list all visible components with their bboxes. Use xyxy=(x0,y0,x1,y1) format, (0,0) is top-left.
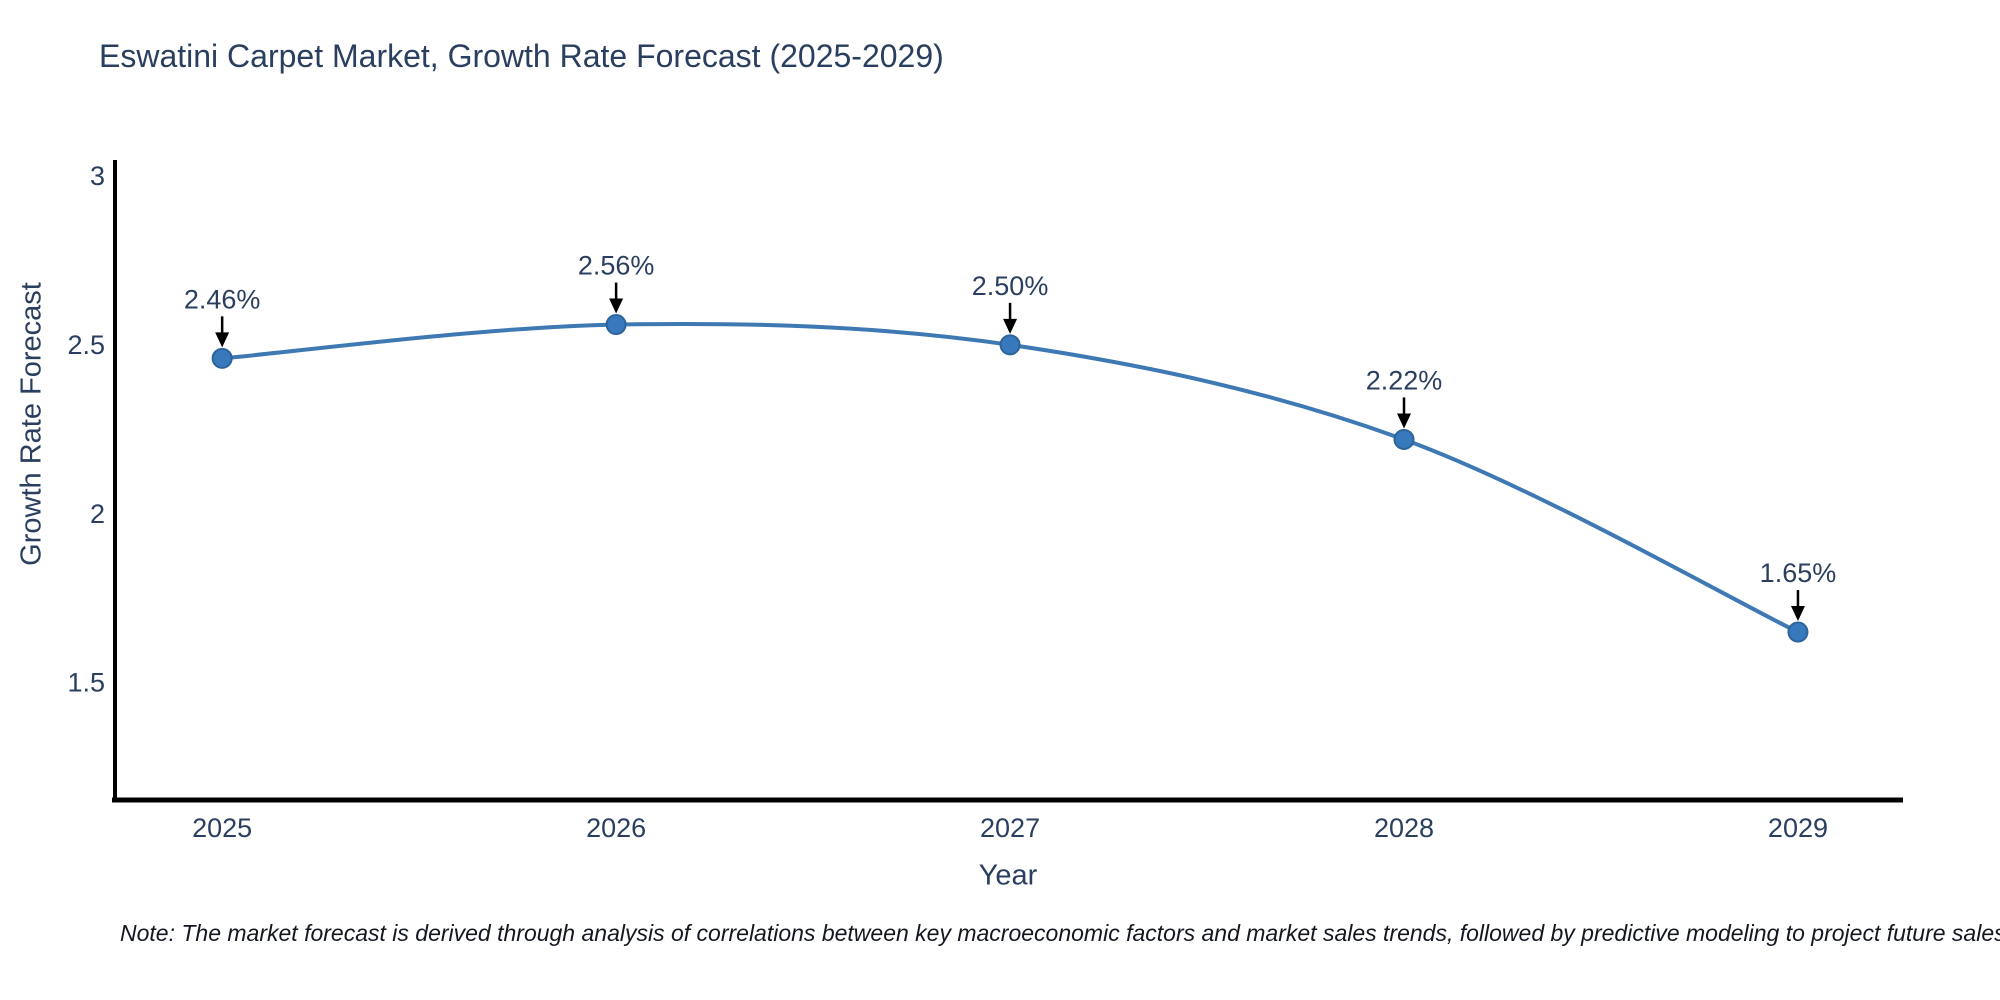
annotation-arrowhead xyxy=(1790,606,1805,622)
x-tick-label: 2026 xyxy=(586,813,646,843)
chart-title: Eswatini Carpet Market, Growth Rate Fore… xyxy=(99,38,944,74)
data-label: 2.50% xyxy=(972,271,1049,301)
annotation-arrowhead xyxy=(215,332,230,348)
annotation-arrowhead xyxy=(609,298,624,314)
data-point-marker[interactable] xyxy=(211,347,233,369)
x-tick-label: 2029 xyxy=(1768,813,1828,843)
data-point-marker[interactable] xyxy=(999,334,1021,356)
data-label: 2.46% xyxy=(184,284,261,314)
y-tick-label: 3 xyxy=(90,161,105,191)
data-point-marker[interactable] xyxy=(1787,621,1809,643)
x-tick-label: 2027 xyxy=(980,813,1040,843)
x-tick-label: 2025 xyxy=(192,813,252,843)
annotation-arrowhead xyxy=(1003,318,1018,334)
data-label: 1.65% xyxy=(1760,558,1837,588)
y-tick-label: 2.5 xyxy=(67,330,105,360)
x-tick-label: 2028 xyxy=(1374,813,1434,843)
y-tick-label: 2 xyxy=(90,499,105,529)
data-label: 2.56% xyxy=(578,251,655,281)
y-tick-label: 1.5 xyxy=(67,668,105,698)
footnote: Note: The market forecast is derived thr… xyxy=(120,920,2000,946)
data-point-marker[interactable] xyxy=(605,314,627,336)
data-point-marker[interactable] xyxy=(1393,428,1415,450)
x-axis-title: Year xyxy=(978,859,1038,892)
annotation-arrowhead xyxy=(1397,413,1412,429)
y-axis-title: Growth Rate Forecast xyxy=(15,282,48,566)
series-line xyxy=(221,321,1799,634)
data-label: 2.22% xyxy=(1366,365,1443,395)
